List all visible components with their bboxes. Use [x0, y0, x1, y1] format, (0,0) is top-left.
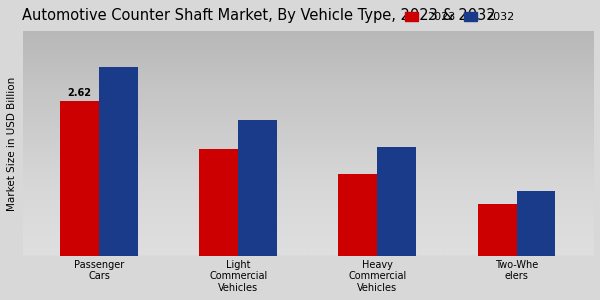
Bar — [517, 191, 556, 256]
Bar — [238, 120, 277, 256]
Bar — [478, 204, 517, 256]
Bar — [199, 149, 238, 256]
Bar — [60, 101, 99, 256]
Y-axis label: Market Size in USD Billion: Market Size in USD Billion — [7, 76, 17, 211]
Text: Automotive Counter Shaft Market, By Vehicle Type, 2023 & 2032: Automotive Counter Shaft Market, By Vehi… — [23, 8, 496, 23]
Bar — [99, 67, 138, 256]
Bar — [338, 174, 377, 256]
Bar — [377, 146, 416, 256]
Text: 2.62: 2.62 — [68, 88, 92, 98]
Legend: 2023, 2032: 2023, 2032 — [400, 8, 519, 27]
